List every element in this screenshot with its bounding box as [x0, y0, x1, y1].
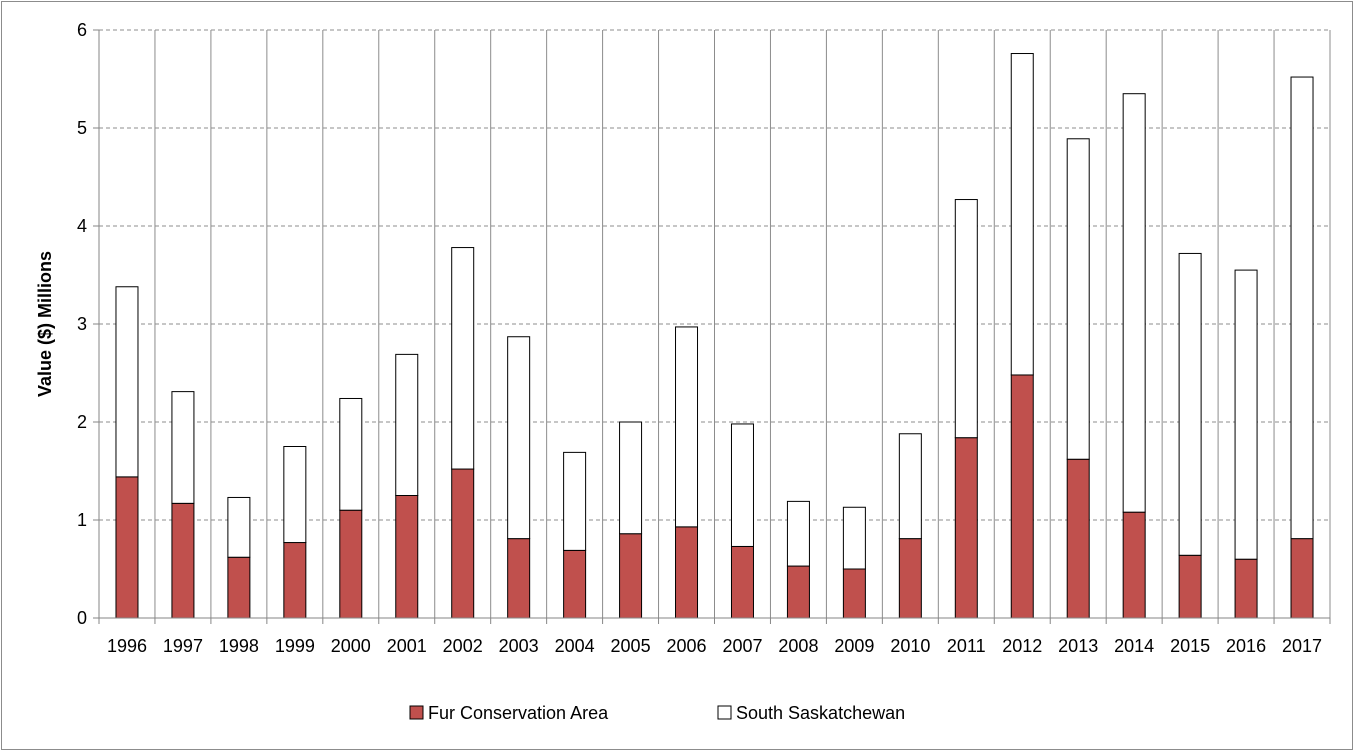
bar-fur-conservation-area	[563, 549, 587, 619]
bar-south-saskatchewan	[1290, 76, 1314, 540]
bar-south-saskatchewan	[1066, 138, 1090, 460]
x-tick-label: 2009	[834, 636, 874, 656]
bar-fur-conservation-area	[1178, 554, 1202, 619]
bar-fur-conservation-area	[1010, 374, 1034, 619]
bar-fur-conservation-area	[1234, 558, 1258, 619]
x-tick-label: 2001	[387, 636, 427, 656]
bar-south-saskatchewan	[115, 286, 139, 478]
bar-south-saskatchewan	[283, 446, 307, 544]
bar-fur-conservation-area	[898, 538, 922, 619]
legend: Fur Conservation Area South Saskatchewan	[409, 703, 905, 723]
legend-swatch	[717, 705, 732, 720]
bar-fur-conservation-area	[283, 542, 307, 619]
bar-south-saskatchewan	[507, 336, 531, 540]
bar-fur-conservation-area	[395, 495, 419, 619]
bar-fur-conservation-area	[954, 437, 978, 619]
legend-label: South Saskatchewan	[736, 703, 905, 723]
bar-fur-conservation-area	[675, 526, 699, 619]
bar-fur-conservation-area	[730, 545, 754, 619]
bar-fur-conservation-area	[786, 565, 810, 619]
bar-south-saskatchewan	[339, 397, 363, 511]
x-tick-label: 2017	[1282, 636, 1322, 656]
x-tick-label: 2013	[1058, 636, 1098, 656]
bar-south-saskatchewan	[1122, 93, 1146, 513]
x-tick-label: 1996	[107, 636, 147, 656]
x-tick-label: 2003	[499, 636, 539, 656]
x-tick-label: 2015	[1170, 636, 1210, 656]
bar-south-saskatchewan	[730, 423, 754, 547]
y-tick-label: 3	[77, 314, 87, 334]
bar-fur-conservation-area	[115, 476, 139, 619]
bar-south-saskatchewan	[1234, 269, 1258, 560]
bars	[115, 53, 1314, 619]
y-tick-label: 1	[77, 510, 87, 530]
bar-fur-conservation-area	[171, 502, 195, 619]
legend-label: Fur Conservation Area	[428, 703, 609, 723]
x-tick-label: 2016	[1226, 636, 1266, 656]
x-tick-label: 2011	[947, 636, 986, 656]
x-tick-label: 1999	[275, 636, 315, 656]
y-tick-label: 2	[77, 412, 87, 432]
x-tick-labels: 1996 1997 1998 1999 2000 2001 2002 2003 2004 2005…	[107, 636, 1322, 656]
x-tick-label: 2008	[778, 636, 818, 656]
bar-south-saskatchewan	[842, 506, 866, 570]
bar-south-saskatchewan	[675, 326, 699, 528]
bar-south-saskatchewan	[619, 421, 643, 535]
x-tick-label: 2007	[722, 636, 762, 656]
y-tick-label: 0	[77, 608, 87, 628]
x-tick-label: 2000	[331, 636, 371, 656]
y-tick-label: 5	[77, 118, 87, 138]
x-tick-label: 2012	[1002, 636, 1042, 656]
bar-fur-conservation-area	[619, 533, 643, 619]
axes	[93, 29, 1331, 624]
y-tick-label: 4	[77, 216, 87, 236]
bar-fur-conservation-area	[842, 568, 866, 619]
bar-south-saskatchewan	[954, 199, 978, 439]
bar-fur-conservation-area	[451, 468, 475, 619]
x-tick-label: 2010	[890, 636, 930, 656]
x-tick-label: 2014	[1114, 636, 1154, 656]
bar-south-saskatchewan	[451, 247, 475, 470]
bar-south-saskatchewan	[786, 500, 810, 567]
bar-south-saskatchewan	[395, 353, 419, 496]
bar-fur-conservation-area	[1290, 538, 1314, 619]
bar-south-saskatchewan	[1010, 53, 1034, 376]
y-tick-labels: 0 1 2 3 4 5 6	[77, 20, 87, 628]
bar-fur-conservation-area	[1066, 458, 1090, 619]
gridlines	[99, 29, 1331, 618]
x-tick-label: 2002	[443, 636, 483, 656]
y-tick-label: 6	[77, 20, 87, 40]
bar-fur-conservation-area	[227, 556, 251, 619]
bar-south-saskatchewan	[563, 451, 587, 551]
bar-fur-conservation-area	[339, 509, 363, 619]
bar-fur-conservation-area	[1122, 511, 1146, 619]
x-tick-label: 2005	[611, 636, 651, 656]
x-tick-label: 1998	[219, 636, 259, 656]
x-tick-label: 1997	[163, 636, 203, 656]
x-tick-label: 2004	[555, 636, 595, 656]
bar-south-saskatchewan	[1178, 252, 1202, 556]
bar-south-saskatchewan	[171, 391, 195, 504]
legend-swatch	[409, 705, 424, 720]
bar-fur-conservation-area	[507, 538, 531, 619]
y-axis-title: Value ($) Millions	[35, 251, 55, 397]
bar-south-saskatchewan	[898, 433, 922, 540]
bar-south-saskatchewan	[227, 496, 251, 558]
x-tick-label: 2006	[666, 636, 706, 656]
